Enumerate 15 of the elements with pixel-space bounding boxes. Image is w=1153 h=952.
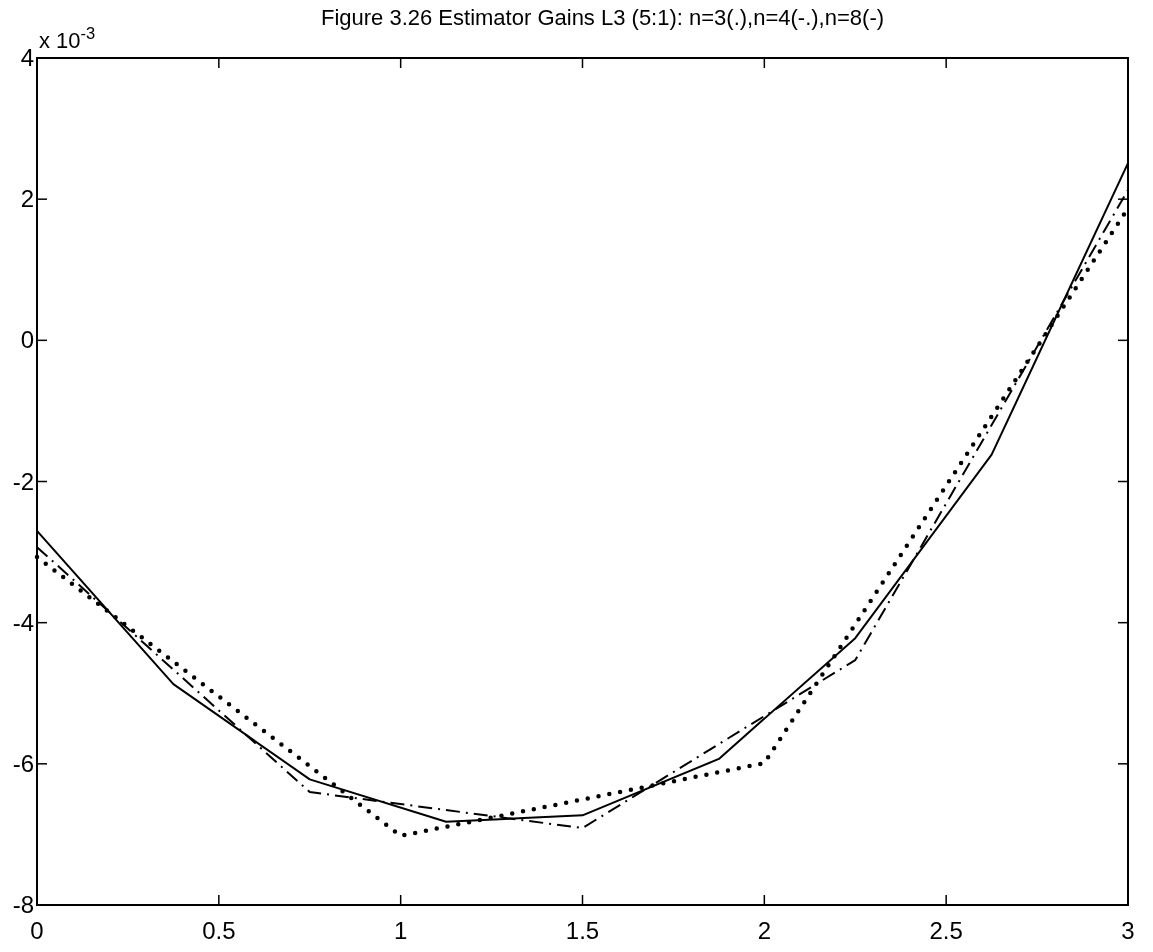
y-tick-label: -2 xyxy=(12,467,34,495)
y-tick-label: -4 xyxy=(12,608,34,636)
y-tick-label: -8 xyxy=(12,891,34,918)
chart-title: Figure 3.26 Estimator Gains L3 (5:1): n=3(.),n=4(-.),n=8(-) xyxy=(320,5,885,30)
x-tick-label: 0.5 xyxy=(202,917,236,944)
x-tick-label: 1 xyxy=(393,917,408,944)
y-tick-label: 4 xyxy=(20,44,34,71)
x-tick-label: 2.5 xyxy=(929,917,963,944)
y-tick-label: 0 xyxy=(20,326,34,354)
x-tick-label: 3 xyxy=(1121,917,1135,944)
y-tick-label: 2 xyxy=(20,185,34,213)
y-tick-label: -6 xyxy=(12,749,34,777)
x-tick-label: 2 xyxy=(757,917,772,944)
text: x 10$^{-3}$ xyxy=(39,24,96,53)
x-tick-label: 1.5 xyxy=(565,917,600,944)
